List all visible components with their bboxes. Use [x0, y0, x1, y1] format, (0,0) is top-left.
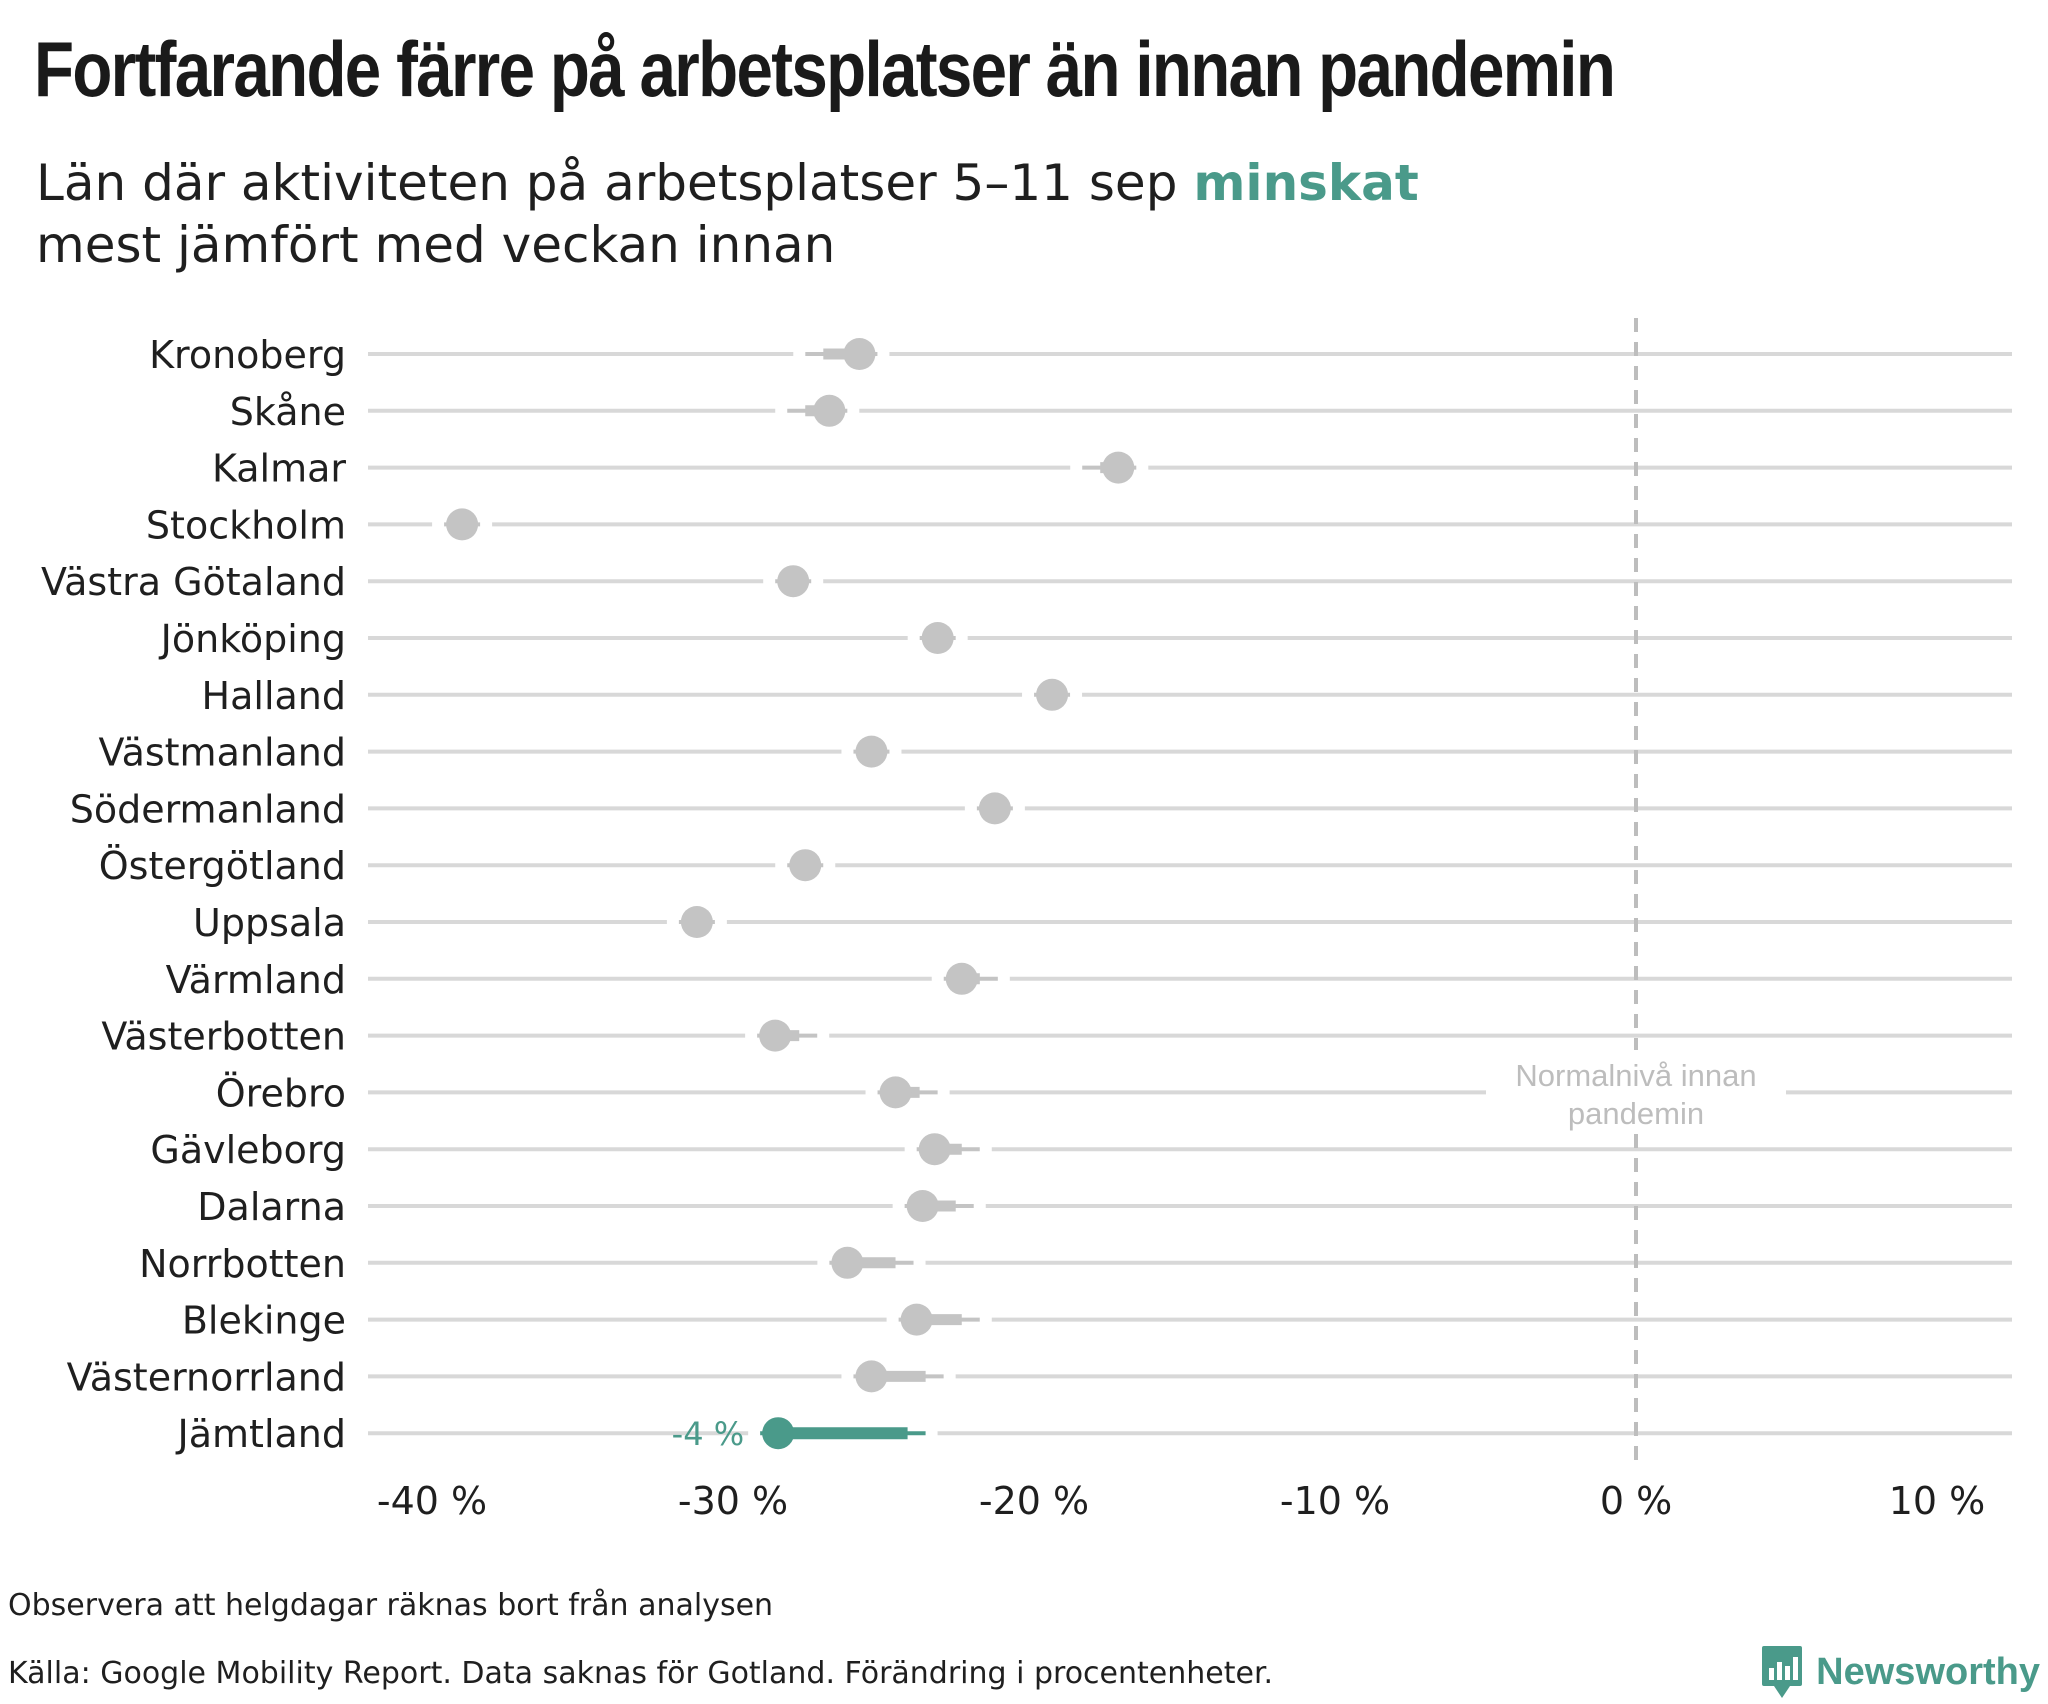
chart-subtitle: Län där aktiviteten på arbetsplatser 5–1… — [36, 152, 1419, 276]
subtitle-highlight: minskat — [1193, 154, 1419, 212]
x-tick-label: -40 % — [377, 1479, 487, 1523]
highlight-data-label: -4 % — [672, 1415, 744, 1453]
category-label: Skåne — [230, 390, 346, 434]
current-point — [879, 1076, 912, 1109]
current-point — [906, 1190, 939, 1222]
newsworthy-logo-icon — [1762, 1646, 1803, 1698]
current-point — [446, 508, 479, 541]
current-point — [978, 792, 1011, 825]
category-label: Södermanland — [70, 787, 346, 831]
category-label: Kronoberg — [149, 333, 346, 377]
footer-note: Observera att helgdagar räknas bort från… — [8, 1588, 774, 1623]
category-label: Västerbotten — [101, 1015, 346, 1059]
category-label: Örebro — [216, 1071, 346, 1115]
current-point — [945, 962, 978, 995]
category-label: Gävleborg — [150, 1128, 346, 1172]
x-tick-label: -10 % — [1280, 1479, 1390, 1523]
chart-title: Fortfarande färre på arbetsplatser än in… — [34, 25, 1616, 113]
current-point — [831, 1246, 864, 1279]
subtitle-text-after: mest jämfört med veckan innan — [36, 216, 836, 274]
category-label: Blekinge — [182, 1299, 346, 1343]
category-label: Östergötland — [99, 844, 346, 888]
dumbbell-chart: Normalnivå innan pandemin Kronoberg Skåne… — [41, 318, 2012, 1523]
current-point — [918, 1133, 951, 1166]
reference-line-group: Normalnivå innan pandemin — [1486, 318, 1786, 1468]
category-labels: Kronoberg Skåne Kalmar Stockholm Västra Göta… — [41, 333, 744, 1456]
category-label: Stockholm — [146, 503, 346, 547]
current-point — [843, 338, 876, 370]
current-point — [900, 1303, 933, 1336]
current-point — [813, 394, 846, 427]
category-label: Västra Götaland — [41, 560, 346, 604]
dumbbell-marks — [444, 338, 1137, 1450]
current-point — [921, 622, 954, 654]
reference-label-line-1: Normalnivå innan — [1515, 1058, 1756, 1093]
current-point — [789, 849, 822, 882]
x-axis-ticks: -40 % -30 % -20 % -10 % 0 % 10 % — [377, 1479, 1985, 1523]
brand-name: Newsworthy — [1816, 1650, 2040, 1693]
current-point — [855, 1360, 888, 1393]
row-lines — [368, 352, 2012, 1436]
category-label: Norrbotten — [139, 1242, 346, 1286]
category-label: Jämtland — [176, 1412, 346, 1456]
current-point — [680, 906, 713, 938]
subtitle-text-before: Län där aktiviteten på arbetsplatser 5–1… — [36, 154, 1194, 212]
footer-source: Källa: Google Mobility Report. Data sakn… — [8, 1656, 1274, 1691]
current-point — [759, 1019, 792, 1052]
x-tick-label: -30 % — [678, 1479, 788, 1523]
current-point — [1036, 678, 1069, 711]
brand-logo: Newsworthy — [1760, 1640, 2040, 1704]
category-label: Västmanland — [99, 731, 346, 775]
category-label: Västernorrland — [67, 1355, 346, 1399]
current-point — [855, 735, 888, 768]
category-label: Värmland — [166, 958, 346, 1002]
x-tick-label: 0 % — [1600, 1479, 1672, 1523]
reference-label-line-2: pandemin — [1568, 1096, 1704, 1131]
x-tick-label: 10 % — [1889, 1479, 1986, 1523]
category-label: Dalarna — [197, 1185, 346, 1229]
category-label: Jönköping — [159, 617, 346, 661]
reference-label-background — [1486, 1050, 1786, 1130]
category-label: Halland — [202, 674, 346, 718]
current-point — [777, 565, 810, 598]
x-tick-label: -20 % — [979, 1479, 1089, 1523]
category-label: Uppsala — [193, 901, 346, 945]
category-label: Kalmar — [212, 447, 346, 491]
current-point — [762, 1417, 795, 1450]
current-point — [1102, 451, 1135, 484]
